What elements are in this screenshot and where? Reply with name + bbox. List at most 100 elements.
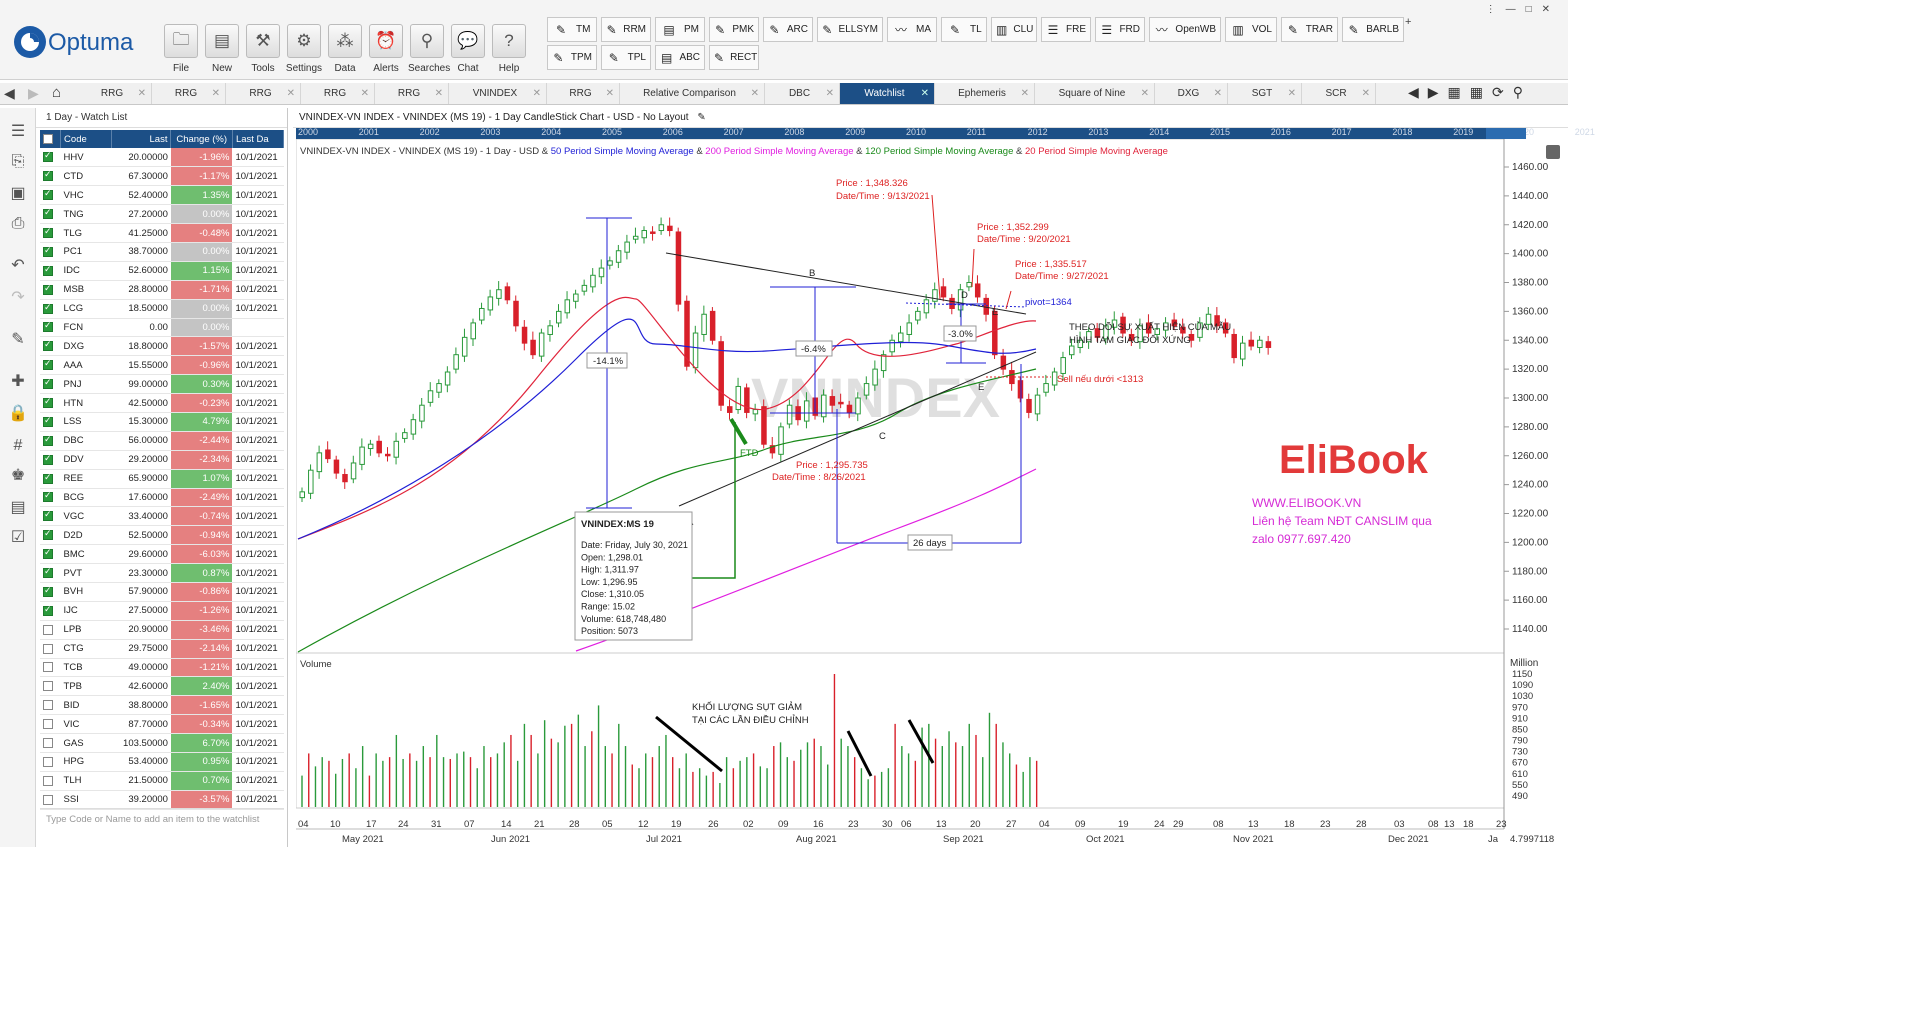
tools-button[interactable]: ⚒ Tools xyxy=(244,24,282,76)
row-checkbox[interactable] xyxy=(40,695,61,716)
tool-rect-button[interactable]: ✎ RECT xyxy=(709,45,759,70)
year-label[interactable]: 2002 xyxy=(419,127,440,137)
table-row[interactable]: TPB 42.60000 2.40% 10/1/2021 xyxy=(40,676,284,697)
table-row[interactable]: TCB 49.00000 -1.21% 10/1/2021 xyxy=(40,658,284,678)
row-checkbox[interactable] xyxy=(40,733,61,753)
back-arrow-icon[interactable]: ◀ xyxy=(4,85,15,101)
year-label[interactable]: 2021 xyxy=(1574,127,1595,137)
add-tool-button[interactable]: + xyxy=(1405,16,1412,28)
tool-vol-button[interactable]: ▥ VOL xyxy=(1225,17,1277,42)
undo-icon[interactable]: ↶ xyxy=(11,257,25,274)
tab-vnindex[interactable]: VNINDEX ✕ xyxy=(449,83,547,104)
list-icon[interactable]: ☰ xyxy=(10,123,26,140)
row-checkbox[interactable] xyxy=(40,280,61,300)
row-checkbox[interactable] xyxy=(40,204,61,225)
home-icon[interactable]: ⌂ xyxy=(52,84,62,101)
row-checkbox[interactable] xyxy=(40,469,61,489)
row-checkbox[interactable] xyxy=(40,223,61,243)
add-watchlist-input[interactable]: Type Code or Name to add an item to the … xyxy=(40,808,284,830)
row-checkbox[interactable] xyxy=(40,412,61,432)
table-row[interactable]: HPG 53.40000 0.95% 10/1/2021 xyxy=(40,752,284,772)
year-label[interactable]: 2001 xyxy=(358,127,379,137)
column-header-change[interactable]: Change (%) xyxy=(170,130,233,148)
column-header-code[interactable]: Code xyxy=(60,130,112,148)
wrench-icon[interactable]: ✎ xyxy=(11,331,25,348)
year-label[interactable]: 2007 xyxy=(723,127,744,137)
tab-ephemeris[interactable]: Ephemeris ✕ xyxy=(935,83,1035,104)
year-label[interactable]: 2015 xyxy=(1210,127,1231,137)
row-checkbox[interactable] xyxy=(40,166,61,187)
row-checkbox[interactable] xyxy=(40,355,61,376)
checklist-icon[interactable]: ☑ xyxy=(10,529,26,546)
close-icon[interactable]: ✕ xyxy=(920,88,929,99)
tab-rrg[interactable]: RRG ✕ xyxy=(78,83,152,104)
lock-icon[interactable]: 🔒 xyxy=(8,405,28,422)
row-checkbox[interactable] xyxy=(40,582,61,602)
save-icon[interactable]: ▣ xyxy=(10,185,26,202)
close-icon[interactable]: ✕ xyxy=(1213,88,1222,99)
tool-tpm-button[interactable]: ✎ TPM xyxy=(547,45,597,70)
forward-arrow-icon[interactable]: ▶ xyxy=(28,85,39,101)
close-icon[interactable]: ✕ xyxy=(434,88,443,99)
year-label[interactable]: 2018 xyxy=(1392,127,1413,137)
tool-ma-button[interactable]: 〰 MA xyxy=(887,17,937,42)
row-checkbox[interactable] xyxy=(40,318,61,338)
close-icon[interactable]: ✕ xyxy=(605,88,614,99)
alerts-button[interactable]: ⏰ Alerts xyxy=(367,24,405,76)
table-row[interactable]: GAS 103.50000 6.70% 10/1/2021 xyxy=(40,733,284,753)
close-icon[interactable]: ✕ xyxy=(286,88,295,99)
close-icon[interactable]: ✕ xyxy=(360,88,369,99)
table-row[interactable]: SSI 39.20000 -3.57% 10/1/2021 xyxy=(40,790,284,810)
row-checkbox[interactable] xyxy=(40,374,61,395)
column-header-last[interactable]: Last xyxy=(111,130,172,148)
searches-button[interactable]: ⚲ Searches xyxy=(408,24,450,76)
row-checkbox[interactable] xyxy=(40,488,61,508)
tab-relative-comparison[interactable]: Relative Comparison ✕ xyxy=(620,83,765,104)
tab-dxg[interactable]: DXG ✕ xyxy=(1155,83,1228,104)
year-navigator[interactable]: 2000 2001 2002 2003 2004 2005 2006 2007 2008 2009… xyxy=(296,127,1595,139)
table-row[interactable]: BID 38.80000 -1.65% 10/1/2021 xyxy=(40,695,284,716)
close-icon[interactable]: ✕ xyxy=(532,88,541,99)
row-checkbox[interactable] xyxy=(40,185,61,206)
tool-tm-button[interactable]: ✎ TM xyxy=(547,17,597,42)
pencil-icon[interactable]: ✎ xyxy=(697,112,706,123)
open-icon[interactable]: ⎘ xyxy=(11,153,25,170)
year-label[interactable]: 2010 xyxy=(906,127,927,137)
tool-tl-button[interactable]: ✎ TL xyxy=(941,17,987,42)
tool-clu-button[interactable]: ▥ CLU xyxy=(991,17,1037,42)
tool-pmk-button[interactable]: ✎ PMK xyxy=(709,17,759,42)
tab-rrg[interactable]: RRG ✕ xyxy=(375,83,449,104)
grid-icon[interactable]: # xyxy=(13,437,23,454)
row-checkbox[interactable] xyxy=(40,563,61,583)
settings-button[interactable]: ⚙ Settings xyxy=(285,24,323,76)
year-label[interactable]: 2012 xyxy=(1027,127,1048,137)
tab-rrg[interactable]: RRG ✕ xyxy=(152,83,226,104)
tab-sgt[interactable]: SGT ✕ xyxy=(1228,83,1302,104)
year-label[interactable]: 2003 xyxy=(480,127,501,137)
tab-dbc[interactable]: DBC ✕ xyxy=(765,83,840,104)
tool-abc-button[interactable]: ▤ ABC xyxy=(655,45,705,70)
close-icon[interactable]: ✕ xyxy=(211,88,220,99)
close-icon[interactable]: ✕ xyxy=(137,88,146,99)
tool-trar-button[interactable]: ✎ TRAR xyxy=(1281,17,1338,42)
redo-icon[interactable]: ↷ xyxy=(11,289,25,306)
year-label[interactable]: 2013 xyxy=(1088,127,1109,137)
document-icon[interactable]: ▤ xyxy=(10,499,26,516)
price-chart[interactable]: 1460.00 1440.00 1420.00 1400.00 1380.00 1360.… xyxy=(295,138,1568,847)
chat-button[interactable]: 💬 Chat xyxy=(449,24,487,76)
help-button[interactable]: ? Help xyxy=(490,24,528,76)
row-checkbox[interactable] xyxy=(40,639,61,659)
tool-rrm-button[interactable]: ✎ RRM xyxy=(601,17,651,42)
row-checkbox[interactable] xyxy=(40,620,61,640)
